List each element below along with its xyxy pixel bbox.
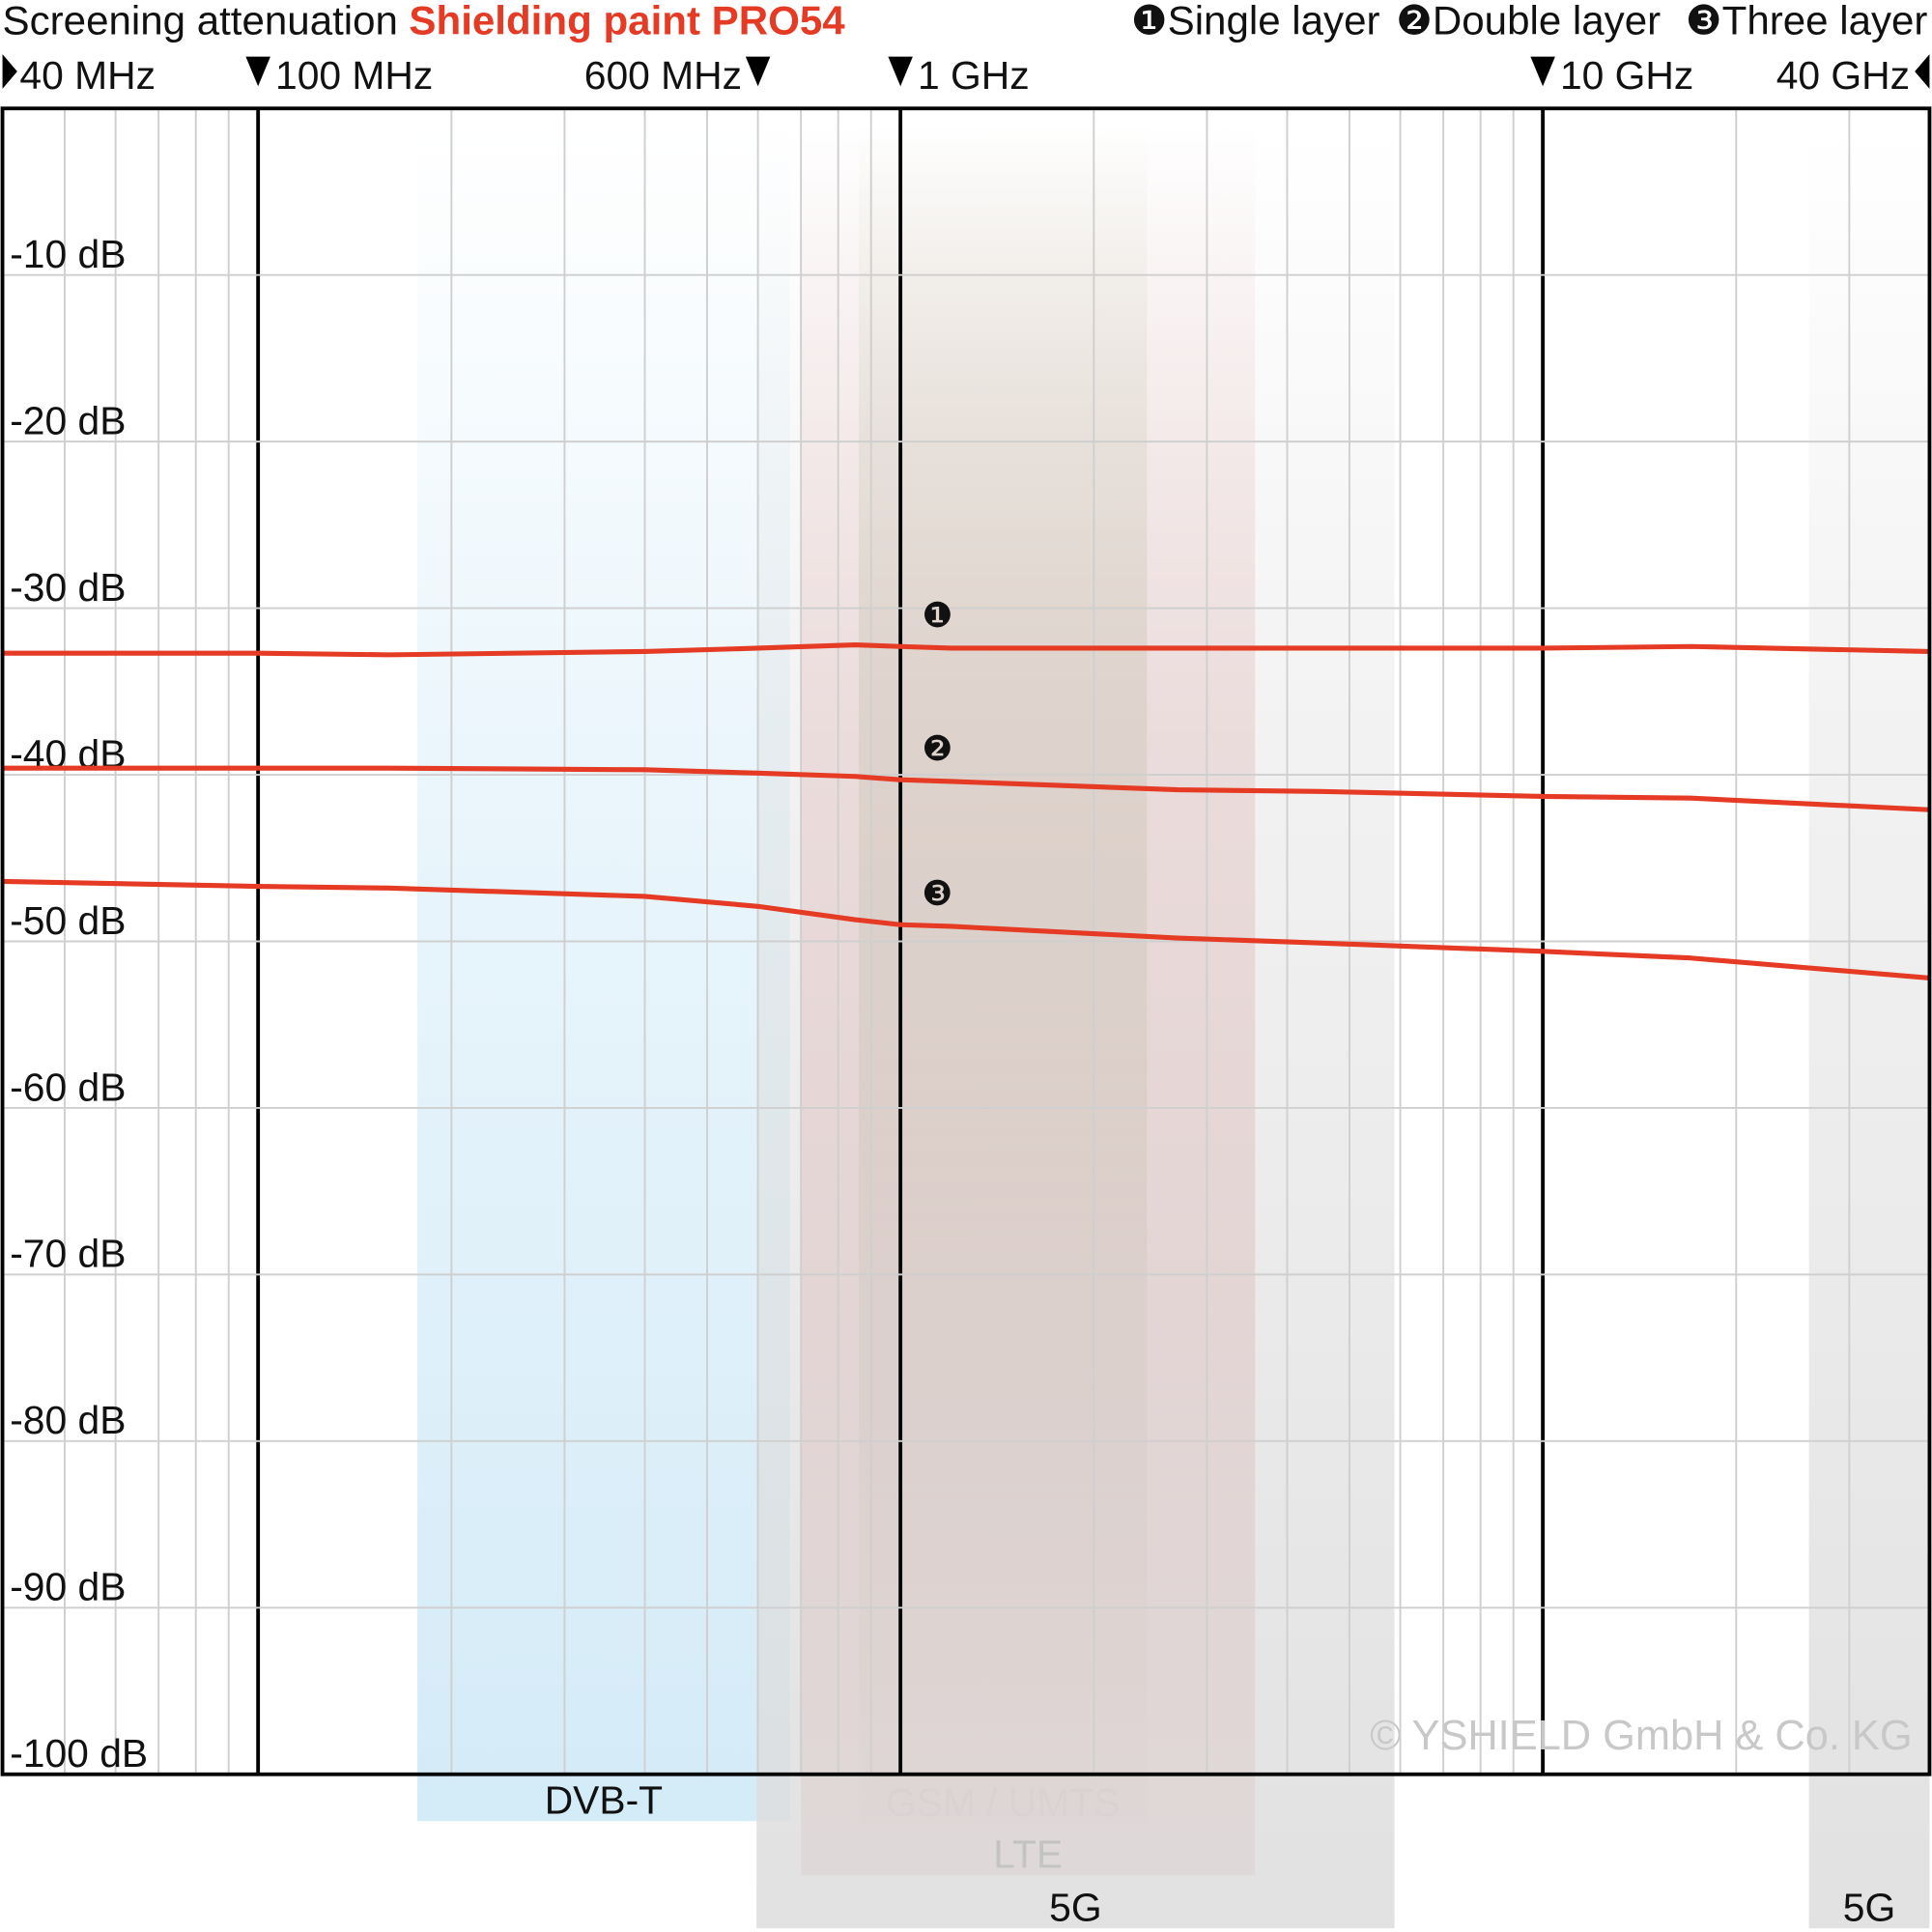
frequency-band — [417, 123, 790, 1822]
grid: -10 dB-20 dB-30 dB-40 dB-50 dB-60 dB-70 … — [2, 108, 1930, 1776]
x-tick-mark — [888, 56, 913, 87]
credit: © YSHIELD GmbH & Co. KG — [1370, 1713, 1912, 1759]
series-line — [2, 765, 1930, 812]
x-tick-label: 1 GHz — [918, 53, 1030, 98]
legend-label: Double layer — [1433, 0, 1661, 43]
series-line — [2, 641, 1930, 658]
title-text: Screening attenuation — [3, 0, 398, 43]
y-tick-label: -30 dB — [10, 565, 126, 610]
y-tick-label: -10 dB — [10, 232, 126, 276]
x-tick-label: 600 MHz — [584, 53, 742, 98]
series-marker: ❸ — [922, 874, 952, 914]
y-tick-label: -90 dB — [10, 1565, 126, 1609]
x-tick-label: 10 GHz — [1560, 53, 1693, 98]
series-marker: ❷ — [922, 729, 952, 769]
y-tick-label: -100 dB — [10, 1731, 148, 1776]
frequency-band — [756, 123, 1395, 1929]
lines: ❶ ❷ ❸ — [2, 596, 1930, 980]
legend-label: Single layer — [1168, 0, 1380, 43]
legend-entry: ❶Single layer — [1131, 0, 1380, 44]
x-tick-mark — [745, 56, 771, 87]
legend-label: Three layer — [1722, 0, 1928, 43]
bands: DVB-TGSM / UMTSLTE5G5G — [417, 123, 1930, 1930]
chart-title: Screening attenuation Shielding paint PRO… — [3, 0, 846, 43]
y-tick-label: -60 dB — [10, 1065, 126, 1109]
y-tick-label: -50 dB — [10, 898, 126, 943]
legend-marker: ❶ — [1131, 0, 1168, 44]
legend-marker: ❸ — [1686, 0, 1722, 44]
y-tick-label: -80 dB — [10, 1398, 126, 1442]
legend-marker: ❷ — [1396, 0, 1433, 44]
y-tick-label: -70 dB — [10, 1232, 126, 1276]
x-tick-mark — [1530, 56, 1555, 87]
plot-border — [0, 106, 1932, 1776]
x-tick-label: 100 MHz — [275, 53, 433, 98]
x-tick-mark — [2, 54, 17, 89]
series-marker: ❶ — [922, 596, 952, 636]
y-tick-label: -20 dB — [10, 398, 126, 442]
legend-entry: ❸Three layer — [1686, 0, 1928, 44]
frequency-band — [1808, 123, 1930, 1929]
series-line — [2, 878, 1930, 980]
x-tick-label: 40 GHz — [1776, 53, 1910, 98]
x-tick-label: 40 MHz — [19, 53, 156, 98]
band-label: DVB-T — [545, 1778, 663, 1823]
legend-entry: ❷Double layer — [1396, 0, 1661, 44]
product-name: Shielding paint PRO54 — [409, 0, 845, 43]
band-label: 5G — [1843, 1886, 1895, 1930]
band-label: 5G — [1049, 1886, 1101, 1930]
x-tick-mark — [245, 56, 270, 87]
x-tick-mark — [1915, 54, 1930, 89]
